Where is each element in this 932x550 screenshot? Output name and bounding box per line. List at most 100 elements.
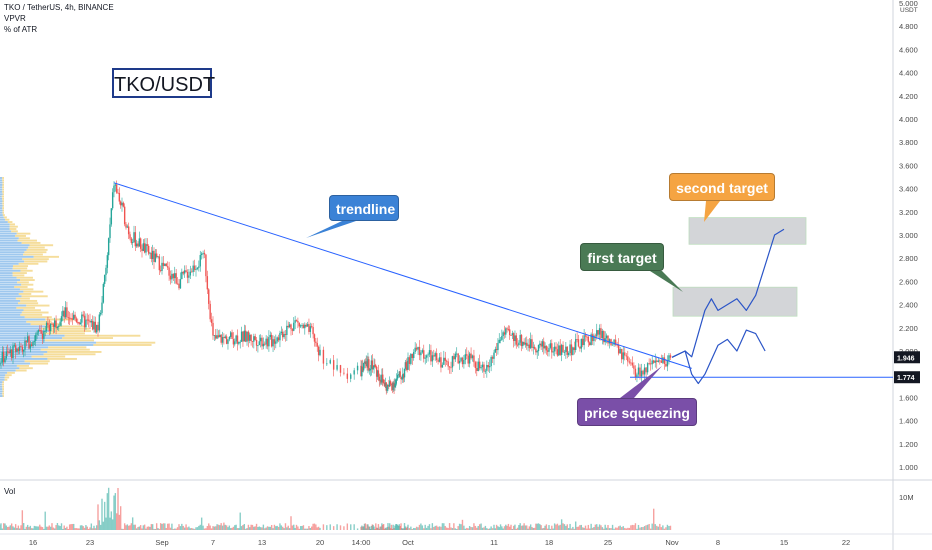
candle-body — [259, 337, 262, 342]
candle-body — [183, 270, 186, 274]
volume-bar — [212, 526, 214, 530]
volume-bar — [457, 526, 459, 530]
candle-body — [225, 336, 228, 344]
candle-body — [523, 341, 525, 345]
volume-bar — [172, 528, 175, 530]
candle-body — [68, 317, 71, 319]
candle-body — [451, 356, 454, 368]
volume-bar — [458, 523, 461, 530]
candle-body — [247, 331, 250, 341]
candle-body — [146, 244, 149, 246]
volume-bar — [71, 523, 74, 530]
candle-body — [279, 333, 281, 341]
candle-body — [420, 352, 422, 356]
volume-bar — [389, 528, 392, 530]
volume-bar — [501, 526, 503, 530]
vpvr-bar-down — [5, 374, 12, 377]
candle-body — [391, 384, 394, 390]
volume-bar — [446, 527, 448, 530]
volume-bar — [205, 528, 207, 530]
volume-bar — [297, 526, 299, 530]
vpvr-bar-down — [23, 253, 43, 256]
candle-body — [74, 314, 76, 319]
vpvr-bar-up — [0, 299, 21, 302]
indicator-vpvr[interactable]: VPVR — [4, 14, 26, 23]
candle-body — [81, 314, 83, 323]
candle-body — [394, 383, 396, 388]
volume-bar — [643, 526, 646, 530]
vpvr-bar-down — [9, 223, 15, 226]
volume-bar — [430, 528, 432, 530]
volume-bar — [395, 524, 397, 530]
volume-bar — [313, 523, 316, 530]
volume-bar — [560, 519, 563, 530]
volume-bar — [495, 524, 498, 530]
candle-body — [362, 362, 365, 371]
vpvr-bar-down — [12, 274, 25, 277]
volume-bar — [441, 523, 444, 530]
vpvr-bar-down — [62, 337, 114, 339]
price-tick-label: 1.000 — [899, 463, 918, 472]
volume-bar — [234, 525, 236, 530]
volume-bar — [183, 527, 186, 530]
candle-body — [573, 347, 575, 351]
symbol-title[interactable]: TKO / TetherUS, 4h, BINANCE — [4, 3, 114, 12]
volume-bar — [607, 525, 609, 530]
candle-body — [210, 319, 213, 323]
volume-bar — [665, 527, 667, 530]
volume-bar — [221, 525, 224, 530]
candle-body — [401, 378, 403, 380]
candle-body — [540, 343, 542, 347]
candle-body — [427, 354, 429, 356]
candle-body — [627, 356, 629, 362]
volume-bar — [502, 528, 504, 530]
candle-body — [448, 366, 451, 368]
volume-bar — [619, 525, 621, 530]
candle-body — [562, 344, 564, 353]
candle-body — [159, 270, 162, 271]
vpvr-bar-up — [0, 320, 27, 323]
candle-body — [546, 350, 549, 352]
candle-body — [139, 238, 142, 249]
volume-bar — [616, 527, 618, 530]
indicator-atr[interactable]: % of ATR — [4, 25, 38, 34]
candle-body — [336, 365, 338, 370]
volume-bar — [279, 523, 281, 530]
candle-body — [371, 360, 374, 370]
volume-bar — [186, 527, 189, 530]
volume-bar — [418, 524, 421, 530]
candle-body — [480, 367, 482, 369]
volume-bar — [370, 525, 373, 530]
volume-bar — [171, 523, 173, 530]
candle-body — [440, 357, 442, 368]
candle-body — [395, 379, 397, 384]
volume-bar — [176, 527, 179, 530]
candle-body — [634, 368, 637, 378]
vpvr-bar-down — [22, 258, 49, 261]
candle-body — [418, 346, 421, 356]
volume-bar — [290, 516, 292, 530]
candle-body — [398, 371, 400, 375]
vpvr-bar-down — [17, 281, 29, 284]
candle-body — [491, 356, 494, 359]
candle-body — [519, 334, 521, 343]
volume-bar — [511, 528, 514, 530]
candle-body — [597, 330, 599, 335]
time-tick-label: 13 — [258, 538, 266, 547]
volume-bar — [9, 525, 12, 530]
volume-bar — [264, 528, 266, 530]
volume-bar — [175, 528, 177, 530]
volume-bar — [70, 524, 72, 530]
candle-body — [51, 323, 53, 325]
volume-bar — [103, 501, 106, 530]
volume-bar — [597, 526, 599, 530]
volume-bar — [460, 524, 462, 530]
vpvr-bar-down — [47, 351, 102, 353]
vpvr-bar-down — [2, 200, 4, 203]
candle-body — [450, 367, 452, 369]
candle-body — [415, 347, 418, 350]
volume-bar — [311, 526, 313, 530]
volume-bar — [257, 527, 259, 530]
vpvr-bar-up — [0, 304, 27, 307]
